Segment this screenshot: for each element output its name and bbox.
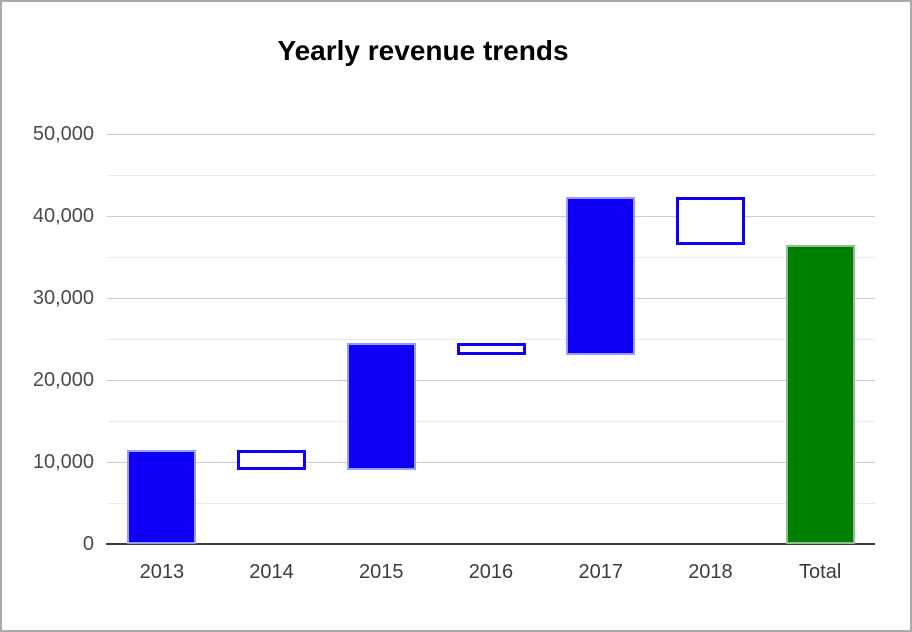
x-tick-label: 2013 xyxy=(139,561,185,583)
gridline-minor xyxy=(107,420,875,422)
gridline-major xyxy=(107,215,875,217)
x-tick-label: Total xyxy=(799,561,842,583)
gridline-major xyxy=(107,379,875,381)
x-tick-label: 2014 xyxy=(249,561,294,583)
x-axis-baseline xyxy=(106,543,875,545)
bar-2015[interactable] xyxy=(346,343,416,471)
bar-2017[interactable] xyxy=(566,197,636,356)
y-tick-label: 0 xyxy=(82,533,94,555)
gridline-major xyxy=(107,297,875,299)
y-tick-label: 20,000 xyxy=(32,369,94,391)
x-tick-label: 2018 xyxy=(688,561,733,583)
gridline-minor xyxy=(107,338,875,340)
chart-title: Yearly revenue trends xyxy=(277,35,569,66)
gridline-minor xyxy=(107,174,875,176)
x-tick-label: 2016 xyxy=(468,561,514,583)
gridline-minor xyxy=(107,256,875,258)
gridline-major xyxy=(107,461,875,463)
x-tick-label: 2017 xyxy=(578,561,623,583)
y-tick-label: 50,000 xyxy=(32,123,94,145)
bar-2016[interactable] xyxy=(456,343,526,356)
gridline-major xyxy=(107,133,875,135)
x-tick-label: 2015 xyxy=(358,561,404,583)
bar-2018[interactable] xyxy=(675,197,745,245)
y-tick-label: 30,000 xyxy=(32,287,94,309)
bar-2014[interactable] xyxy=(237,449,307,471)
bar-total[interactable] xyxy=(785,244,855,544)
y-tick-label: 10,000 xyxy=(32,451,94,473)
y-tick-label: 40,000 xyxy=(32,205,94,227)
bar-2013[interactable] xyxy=(127,449,197,544)
gridline-minor xyxy=(107,502,875,504)
